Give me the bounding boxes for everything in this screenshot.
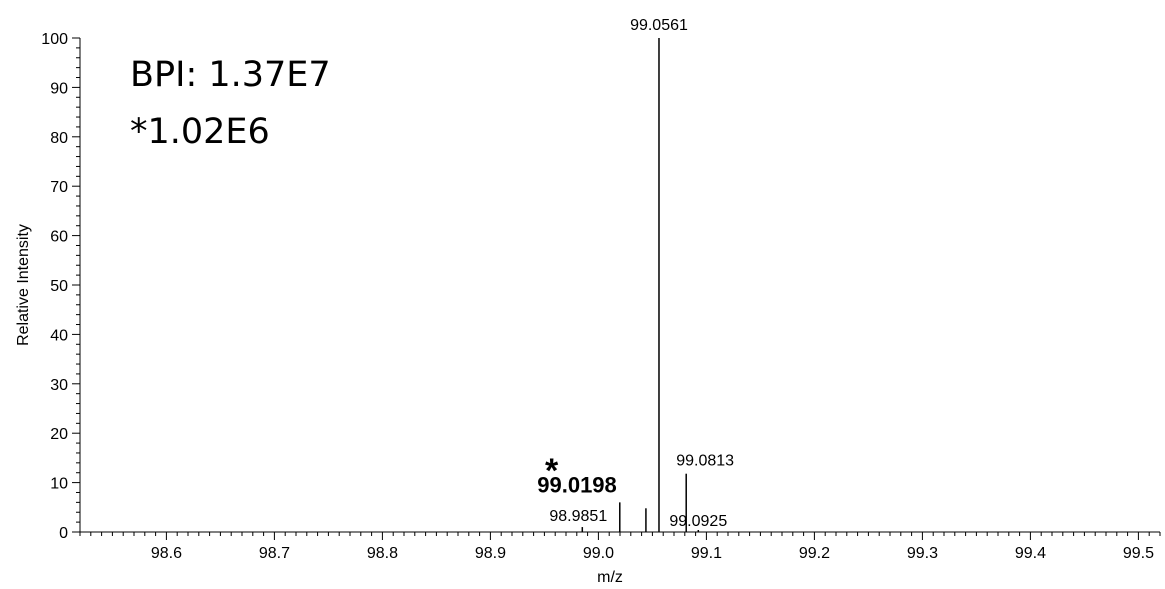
x-tick-label: 99.3 — [907, 545, 938, 562]
x-tick-label: 98.8 — [367, 545, 398, 562]
y-tick-label: 20 — [50, 426, 68, 443]
peak-label: 99.0813 — [676, 453, 734, 470]
y-tick-label: 50 — [50, 278, 68, 295]
peak-label: 99.0561 — [630, 17, 688, 34]
peak-labels: 98.9851 99.0198 99.0561 99.0813 99.0925 — [537, 17, 734, 530]
x-tick-label: 99.2 — [799, 545, 830, 562]
y-axis: 0 10 20 30 40 50 60 70 80 90 100 — [41, 31, 81, 542]
y-tick-label: 10 — [50, 476, 68, 493]
y-tick-label: 40 — [50, 327, 68, 344]
x-tick-label: 98.7 — [259, 545, 290, 562]
marked-peak-star: * — [545, 452, 559, 490]
bpi-annotation: BPI: 1.37E7 — [130, 55, 331, 95]
y-tick-label: 30 — [50, 377, 68, 394]
y-tick-label: 0 — [59, 525, 68, 542]
x-axis-title: m/z — [597, 569, 623, 586]
x-tick-label: 99.4 — [1015, 545, 1046, 562]
x-tick-label: 98.6 — [151, 545, 182, 562]
peaks — [581, 38, 700, 532]
x-tick-label: 99.5 — [1123, 545, 1154, 562]
x-tick-label: 99.1 — [691, 545, 722, 562]
y-tick-label: 80 — [50, 130, 68, 147]
scale-annotation: *1.02E6 — [130, 112, 270, 152]
y-tick-label: 60 — [50, 229, 68, 246]
marked-peak-label: 99.0198 — [537, 472, 617, 497]
peak-label: 99.0925 — [669, 513, 727, 530]
y-tick-label: 70 — [50, 179, 68, 196]
y-axis-title: Relative Intensity — [15, 224, 32, 346]
y-tick-label: 90 — [50, 80, 68, 97]
x-tick-label: 99.0 — [583, 545, 614, 562]
y-tick-label: 100 — [41, 31, 68, 48]
peak-label: 98.9851 — [549, 508, 607, 525]
x-tick-label: 98.9 — [475, 545, 506, 562]
x-axis: 98.6 98.7 98.8 98.9 99.0 99.1 99.2 99.3 99.4 99.5 — [79, 531, 1161, 562]
